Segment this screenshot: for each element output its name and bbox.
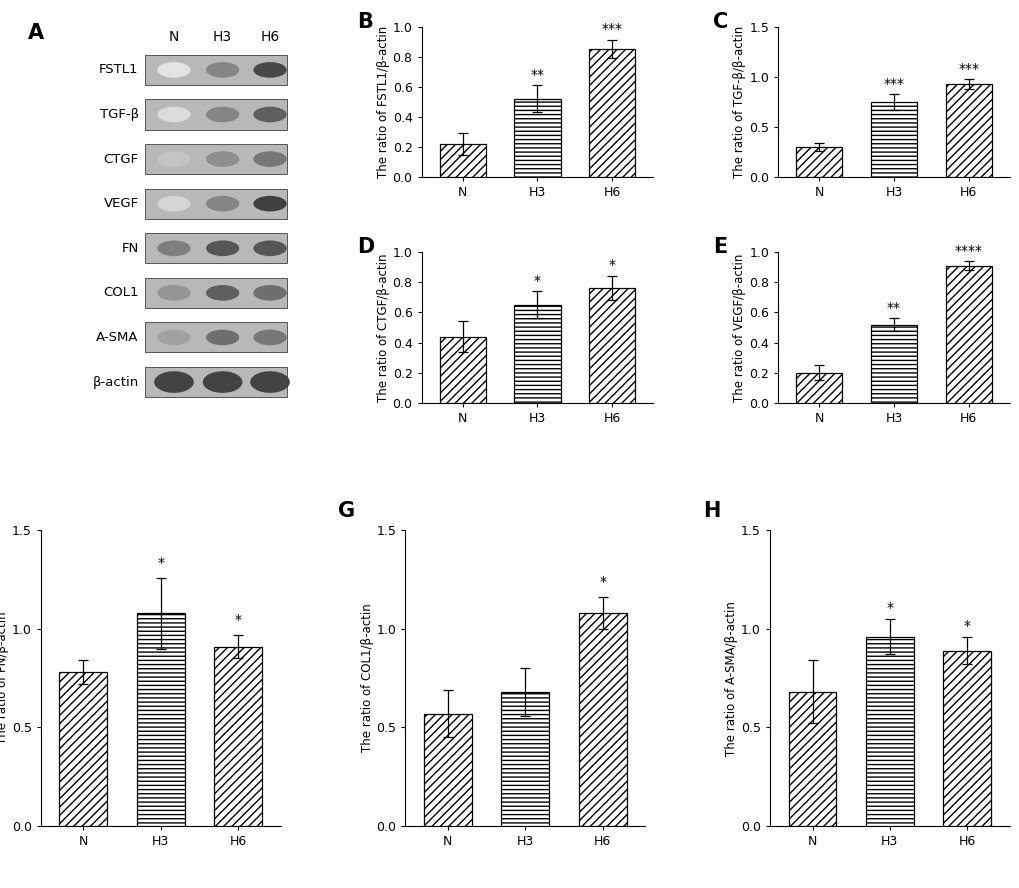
Ellipse shape bbox=[206, 151, 239, 167]
Bar bbox=[795, 373, 842, 403]
Text: ***: *** bbox=[957, 62, 978, 75]
Y-axis label: The ratio of COL1/β-actin: The ratio of COL1/β-actin bbox=[360, 604, 373, 752]
Bar bbox=[943, 651, 990, 826]
Y-axis label: The ratio of FN/β-actin: The ratio of FN/β-actin bbox=[0, 612, 9, 744]
Text: H3: H3 bbox=[213, 30, 232, 44]
Text: A-SMA: A-SMA bbox=[96, 331, 139, 344]
Text: B: B bbox=[357, 12, 372, 32]
Ellipse shape bbox=[253, 329, 286, 345]
Text: C: C bbox=[712, 12, 728, 32]
Text: ***: *** bbox=[882, 77, 904, 91]
Text: ***: *** bbox=[601, 21, 623, 36]
Ellipse shape bbox=[157, 151, 191, 167]
Ellipse shape bbox=[157, 241, 191, 256]
Ellipse shape bbox=[253, 196, 286, 211]
Text: TGF-β: TGF-β bbox=[100, 108, 139, 121]
Y-axis label: The ratio of CTGF/β-actin: The ratio of CTGF/β-actin bbox=[376, 253, 389, 401]
Text: β-actin: β-actin bbox=[93, 376, 139, 389]
Text: FSTL1: FSTL1 bbox=[99, 63, 139, 76]
Text: N: N bbox=[168, 30, 179, 44]
Text: *: * bbox=[534, 274, 540, 289]
Text: *: * bbox=[963, 619, 970, 633]
Text: A: A bbox=[28, 23, 44, 43]
Bar bbox=[424, 714, 472, 826]
Ellipse shape bbox=[206, 196, 239, 211]
Bar bbox=[145, 188, 286, 218]
Text: ****: **** bbox=[954, 244, 981, 258]
Ellipse shape bbox=[206, 241, 239, 256]
Ellipse shape bbox=[253, 107, 286, 123]
Bar bbox=[59, 672, 107, 826]
Ellipse shape bbox=[206, 107, 239, 123]
Ellipse shape bbox=[157, 329, 191, 345]
Bar bbox=[145, 99, 286, 130]
Text: *: * bbox=[234, 613, 242, 627]
Y-axis label: The ratio of VEGF/β-actin: The ratio of VEGF/β-actin bbox=[733, 253, 746, 401]
Text: D: D bbox=[357, 237, 374, 258]
Bar bbox=[788, 692, 836, 826]
Bar bbox=[500, 692, 549, 826]
Bar bbox=[578, 613, 626, 826]
Text: *: * bbox=[886, 601, 893, 615]
Ellipse shape bbox=[253, 62, 286, 78]
Bar bbox=[795, 147, 842, 177]
Bar bbox=[514, 305, 560, 403]
Y-axis label: The ratio of TGF-β/β-actin: The ratio of TGF-β/β-actin bbox=[733, 26, 746, 178]
Ellipse shape bbox=[157, 196, 191, 211]
Ellipse shape bbox=[250, 371, 289, 392]
Text: COL1: COL1 bbox=[103, 286, 139, 299]
Ellipse shape bbox=[206, 285, 239, 301]
Ellipse shape bbox=[253, 241, 286, 256]
Bar bbox=[870, 102, 916, 177]
Text: H6: H6 bbox=[260, 30, 279, 44]
Bar bbox=[145, 367, 286, 397]
Ellipse shape bbox=[206, 329, 239, 345]
Bar bbox=[945, 266, 990, 403]
Bar bbox=[214, 646, 262, 826]
Text: *: * bbox=[157, 556, 164, 570]
Bar bbox=[589, 289, 635, 403]
Bar bbox=[514, 99, 560, 177]
Text: H: H bbox=[702, 501, 719, 520]
Ellipse shape bbox=[154, 371, 194, 392]
Bar bbox=[145, 278, 286, 308]
Bar bbox=[439, 144, 485, 177]
Bar bbox=[145, 144, 286, 174]
Text: CTGF: CTGF bbox=[103, 153, 139, 165]
Ellipse shape bbox=[203, 371, 243, 392]
Ellipse shape bbox=[157, 285, 191, 301]
Ellipse shape bbox=[253, 285, 286, 301]
Bar bbox=[865, 637, 913, 826]
Text: VEGF: VEGF bbox=[103, 197, 139, 210]
Text: G: G bbox=[338, 501, 355, 520]
Bar bbox=[145, 322, 286, 353]
Text: *: * bbox=[598, 575, 605, 590]
Text: **: ** bbox=[530, 68, 544, 83]
Ellipse shape bbox=[206, 62, 239, 78]
Bar bbox=[145, 234, 286, 264]
Bar bbox=[870, 324, 916, 403]
Bar bbox=[945, 83, 990, 177]
Text: E: E bbox=[712, 237, 727, 258]
Ellipse shape bbox=[157, 62, 191, 78]
Bar bbox=[137, 613, 184, 826]
Bar bbox=[439, 337, 485, 403]
Text: *: * bbox=[608, 258, 615, 272]
Text: FN: FN bbox=[121, 242, 139, 255]
Y-axis label: The ratio of A-SMA/β-actin: The ratio of A-SMA/β-actin bbox=[725, 600, 738, 756]
Text: **: ** bbox=[887, 302, 900, 315]
Ellipse shape bbox=[157, 107, 191, 123]
Y-axis label: The ratio of FSTL1/β-actin: The ratio of FSTL1/β-actin bbox=[376, 26, 389, 178]
Bar bbox=[589, 49, 635, 177]
Ellipse shape bbox=[253, 151, 286, 167]
Bar bbox=[145, 55, 286, 85]
